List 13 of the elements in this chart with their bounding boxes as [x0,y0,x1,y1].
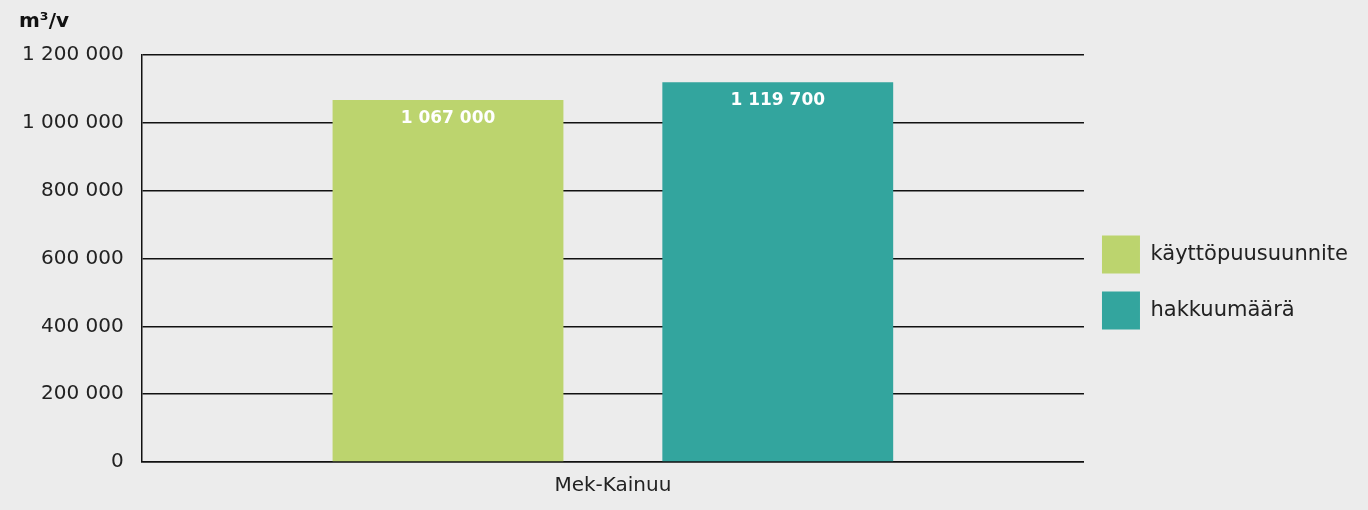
y-tick-label: 1 200 000 [21,41,124,66]
y-tick-label: 800 000 [41,176,124,201]
x-tick-label: Mek-Kainuu [554,472,672,497]
y-tick-label: 1 000 000 [21,109,124,134]
data-label: 1 067 000 [400,107,496,128]
data-label: 1 119 700 [730,89,826,110]
y-axis-title: m³/v [19,8,69,33]
y-tick-label: 400 000 [41,312,124,337]
y-tick-label: 200 000 [41,380,124,405]
y-tick-label: 600 000 [41,244,124,269]
y-tick-label: 0 [111,448,124,473]
legend-label: käyttöpuusuunnite [1150,240,1349,265]
legend-label: hakkuumäärä [1150,296,1295,321]
